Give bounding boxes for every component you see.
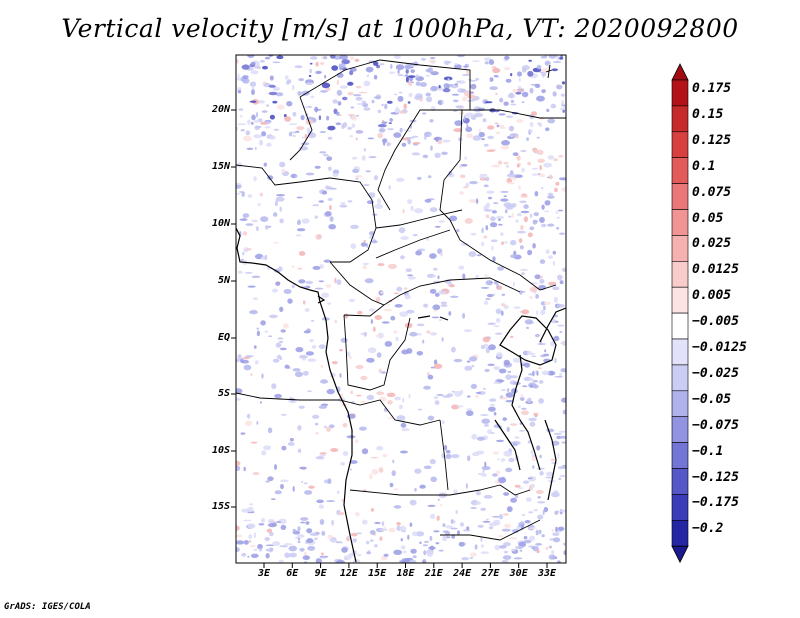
colorbar-label: 0.075 <box>692 184 732 200</box>
lon-label: 27E <box>481 568 500 579</box>
colorbar-segment <box>671 105 689 133</box>
lat-label: 10S <box>211 445 230 456</box>
velocity-field <box>236 55 566 563</box>
lat-label: 10N <box>211 218 230 229</box>
lon-label: 6E <box>286 568 299 579</box>
lat-label: 15S <box>211 501 230 512</box>
colorbar <box>671 63 689 564</box>
colorbar-label: −0.125 <box>692 469 739 485</box>
colorbar-label: 0.025 <box>692 236 732 252</box>
colorbar-segment <box>671 519 689 547</box>
colorbar-segment <box>671 364 689 392</box>
lon-label: 24E <box>453 568 472 579</box>
colorbar-segment <box>671 209 689 236</box>
colorbar-label: 0.1 <box>692 158 716 174</box>
lat-label: 15N <box>211 161 230 172</box>
colorbar-segment <box>671 286 689 314</box>
lon-label: 3E <box>257 568 271 579</box>
colorbar-segment <box>671 338 689 366</box>
colorbar-label: −0.075 <box>692 417 739 433</box>
lon-label: 12E <box>339 568 358 579</box>
colorbar-segment <box>671 494 689 521</box>
colorbar-segment <box>671 390 689 417</box>
lon-label: 9E <box>314 568 327 579</box>
lon-label: 18E <box>396 568 415 579</box>
colorbar-label: 0.15 <box>692 106 724 122</box>
colorbar-label: −0.005 <box>692 314 739 330</box>
colorbar-segment <box>671 260 689 288</box>
lon-label: 33E <box>537 568 557 579</box>
colorbar-top-arrow <box>671 63 689 81</box>
lat-label: 5N <box>217 275 230 286</box>
colorbar-segment <box>671 416 689 443</box>
colorbar-label: −0.1 <box>692 443 724 459</box>
lat-label: EQ <box>217 332 230 343</box>
colorbar-label: 0.125 <box>692 132 732 148</box>
colorbar-segment <box>671 235 689 262</box>
colorbar-label: −0.175 <box>692 495 739 511</box>
grads-credit: GrADS: IGES/COLA <box>4 602 91 612</box>
coastlines <box>236 227 566 563</box>
lon-label: 30E <box>509 568 528 579</box>
lon-label: 15E <box>368 568 387 579</box>
map-frame <box>235 54 567 564</box>
colorbar-label: −0.05 <box>692 391 732 407</box>
colorbar-label: 0.0125 <box>692 262 739 278</box>
colorbar-segment <box>671 312 689 340</box>
colorbar-label: −0.2 <box>692 521 724 537</box>
colorbar-bottom-arrow <box>671 545 689 564</box>
lat-label: 20N <box>211 104 230 115</box>
country-borders <box>236 59 566 541</box>
colorbar-label: −0.0125 <box>692 340 747 356</box>
colorbar-label: 0.005 <box>692 288 732 304</box>
colorbar-label: 0.175 <box>692 81 732 97</box>
lat-label: 5S <box>217 388 230 399</box>
colorbar-segment <box>671 157 689 184</box>
colorbar-segment <box>671 131 689 159</box>
lon-label: 21E <box>424 568 443 579</box>
colorbar-segment <box>671 183 689 210</box>
map-title: Vertical velocity [m/s] at 1000hPa, VT: … <box>61 14 739 43</box>
colorbar-segment <box>671 468 689 495</box>
colorbar-segment <box>671 442 689 469</box>
colorbar-label: 0.05 <box>692 210 724 226</box>
colorbar-label: −0.025 <box>692 365 739 381</box>
colorbar-segment <box>671 79 689 107</box>
